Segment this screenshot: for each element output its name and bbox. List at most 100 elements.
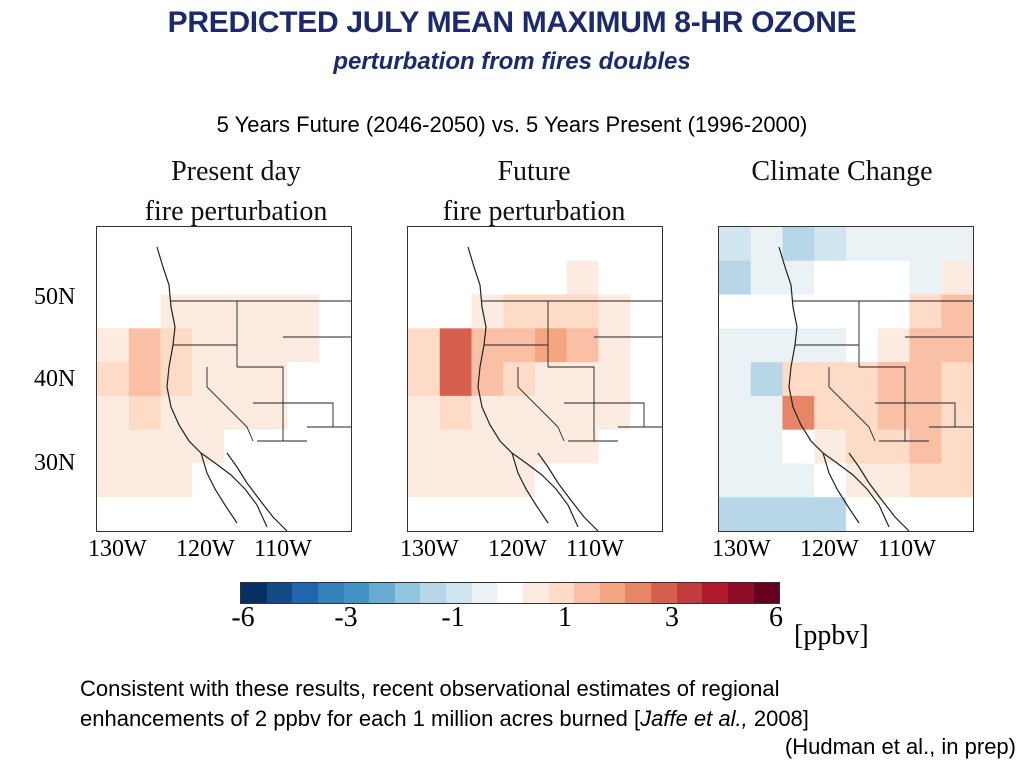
heatmap-cell: [408, 294, 441, 329]
heatmap-cell: [909, 362, 942, 397]
heatmap-cell: [782, 227, 815, 262]
heatmap-cell: [471, 395, 504, 431]
colorbar-segment: [522, 583, 549, 603]
heatmap-cell: [719, 497, 752, 531]
source-credit: (Hudman et al., in prep): [784, 734, 1016, 759]
lon-label-110w: 110W: [878, 536, 936, 562]
state-border: [594, 402, 645, 427]
heatmap-cell: [598, 429, 631, 464]
heatmap-cell: [471, 294, 504, 329]
heatmap-cell: [408, 260, 441, 296]
colorbar-tick: -3: [334, 602, 358, 633]
heatmap-cell: [814, 362, 847, 397]
heatmap-cell: [630, 260, 662, 296]
heatmap-cell: [319, 497, 351, 531]
coastline: [226, 452, 288, 531]
heatmap-cell: [503, 227, 536, 262]
heatmap-cell: [255, 227, 288, 262]
heatmap-cell: [566, 260, 599, 296]
lon-label-130w: 130W: [88, 536, 147, 562]
heatmap-cell: [97, 395, 130, 431]
panel-title-line2: Climate Change: [751, 156, 933, 187]
heatmap-cell: [287, 227, 320, 262]
heatmap-cell: [846, 362, 879, 397]
panel-title-line2: fire perturbation: [442, 196, 626, 227]
heatmap-cell: [319, 395, 351, 431]
heatmap-cell: [782, 294, 815, 329]
heatmap-cell: [877, 260, 910, 296]
heatmap-climate-change: [719, 227, 973, 531]
heatmap-cell: [719, 227, 752, 262]
colorbar-segment: [676, 583, 703, 603]
colorbar-segment: [266, 583, 293, 603]
heatmap-cell: [97, 227, 130, 262]
heatmap-cell: [439, 260, 472, 296]
heatmap-cell: [224, 294, 257, 329]
heatmap-cell: [224, 260, 257, 296]
heatmap-cell: [846, 429, 879, 464]
colorbar-segment: [369, 583, 395, 603]
heatmap-cell: [224, 227, 257, 262]
lon-label-120w: 120W: [488, 536, 547, 562]
heatmap-cell: [535, 294, 568, 329]
heatmap-cell: [439, 497, 472, 531]
heatmap-cell: [782, 328, 815, 363]
heatmap-cell: [814, 260, 847, 296]
heatmap-cell: [598, 362, 631, 397]
heatmap-cell: [503, 328, 536, 363]
heatmap-cell: [598, 395, 631, 431]
heatmap-cell: [408, 429, 441, 464]
heatmap-cell: [630, 395, 662, 431]
panel-title-future: Future fire perturbation: [384, 152, 684, 232]
heatmap-cell: [630, 497, 662, 531]
heatmap-cell: [224, 429, 257, 464]
colorbar-segment: [292, 583, 318, 603]
heatmap-cell: [814, 328, 847, 363]
colorbar-tick: 6: [769, 602, 783, 633]
heatmap-cell: [224, 362, 257, 397]
heatmap-cell: [224, 463, 257, 498]
heatmap-cell: [719, 395, 752, 431]
heatmap-cell: [255, 463, 288, 498]
page-title: PREDICTED JULY MEAN MAXIMUM 8-HR OZONE: [167, 6, 857, 39]
heatmap-cell: [408, 497, 441, 531]
colorbar-segment: [471, 583, 498, 603]
heatmap-cell: [941, 260, 973, 296]
heatmap-cell: [598, 497, 631, 531]
heatmap-cell: [877, 328, 910, 363]
heatmap-cell: [630, 362, 662, 397]
heatmap-cell: [503, 395, 536, 431]
heatmap-cell: [192, 227, 225, 262]
heatmap-cell: [97, 497, 130, 531]
heatmap-cell: [287, 497, 320, 531]
colorbar-segment: [317, 583, 344, 603]
footnote-line2: enhancements of 2 ppbv for each 1 millio…: [80, 704, 809, 734]
heatmap-cell: [782, 463, 815, 498]
heatmap-cell: [224, 497, 257, 531]
heatmap-cell: [941, 227, 973, 262]
heatmap-cell: [909, 227, 942, 262]
heatmap-cell: [782, 362, 815, 397]
heatmap-cell: [909, 463, 942, 498]
heatmap-cell: [750, 260, 783, 296]
lat-label-50n: 50N: [34, 284, 76, 310]
heatmap-cell: [128, 429, 161, 464]
heatmap-cell: [750, 294, 783, 329]
heatmap-cell: [846, 395, 879, 431]
heatmap-cell: [719, 429, 752, 464]
heatmap-cell: [750, 497, 783, 531]
heatmap-cell: [909, 429, 942, 464]
heatmap-cell: [128, 328, 161, 363]
heatmap-cell: [160, 260, 193, 296]
coastline: [822, 452, 860, 524]
heatmap-cell: [160, 463, 193, 498]
panel-title-line1: Future: [497, 156, 571, 187]
footnote-line2-suffix: 2008]: [747, 706, 809, 731]
colorbar-segment: [343, 583, 370, 603]
heatmap-cell: [750, 429, 783, 464]
heatmap-cell: [97, 362, 130, 397]
heatmap-cell: [909, 260, 942, 296]
heatmap-cell: [941, 395, 973, 431]
heatmap-cell: [782, 497, 815, 531]
colorbar-tick: 3: [665, 602, 679, 633]
